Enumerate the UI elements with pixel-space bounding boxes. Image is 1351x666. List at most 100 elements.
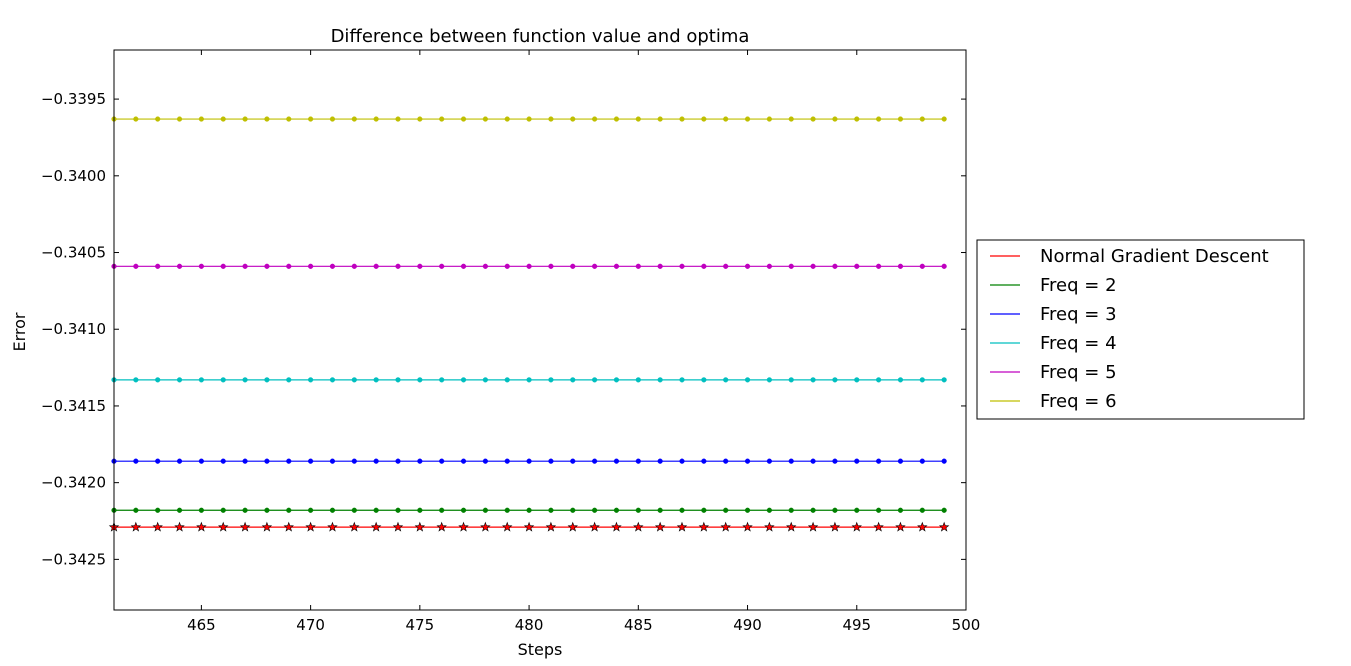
y-tick-label: −0.3395 xyxy=(41,90,106,108)
data-point-freq-6 xyxy=(548,116,554,122)
data-point-normal-gradient-descent xyxy=(480,521,491,532)
data-point-freq-4 xyxy=(897,377,904,383)
legend-label-freq-6: Freq = 6 xyxy=(1040,391,1117,412)
data-point-freq-4 xyxy=(657,377,663,383)
chart-title: Difference between function value and op… xyxy=(331,26,750,47)
data-point-freq-4 xyxy=(876,377,882,383)
data-point-normal-gradient-descent xyxy=(239,521,251,532)
x-tick-label: 495 xyxy=(842,616,871,634)
data-point-freq-6 xyxy=(919,116,925,122)
data-point-freq-4 xyxy=(810,377,816,383)
data-point-freq-3 xyxy=(417,458,423,464)
x-tick-label: 485 xyxy=(624,616,653,634)
data-point-freq-5 xyxy=(351,263,357,269)
data-point-freq-2 xyxy=(329,507,336,513)
data-point-freq-6 xyxy=(526,116,532,122)
data-point-normal-gradient-descent xyxy=(458,521,469,532)
data-point-normal-gradient-descent xyxy=(938,521,950,532)
data-point-freq-3 xyxy=(460,458,467,464)
data-point-freq-6 xyxy=(570,116,576,122)
data-point-freq-6 xyxy=(220,116,226,122)
data-point-freq-5 xyxy=(220,263,226,269)
data-point-freq-2 xyxy=(417,507,423,513)
data-point-freq-6 xyxy=(679,116,685,122)
data-point-freq-2 xyxy=(679,507,685,513)
data-point-freq-6 xyxy=(897,116,904,122)
data-point-freq-6 xyxy=(788,116,794,122)
data-point-normal-gradient-descent xyxy=(654,521,666,532)
data-point-freq-3 xyxy=(744,458,751,464)
data-point-normal-gradient-descent xyxy=(698,521,710,532)
data-point-normal-gradient-descent xyxy=(174,521,185,532)
data-point-freq-2 xyxy=(635,507,641,513)
data-point-freq-6 xyxy=(460,116,467,122)
data-point-freq-4 xyxy=(832,377,838,383)
data-point-normal-gradient-descent xyxy=(414,521,426,532)
data-point-freq-2 xyxy=(439,507,445,513)
data-point-freq-5 xyxy=(242,263,248,269)
data-point-normal-gradient-descent xyxy=(720,521,731,532)
data-point-freq-5 xyxy=(526,263,532,269)
data-point-freq-5 xyxy=(482,263,488,269)
data-point-freq-2 xyxy=(810,507,816,513)
data-point-freq-4 xyxy=(788,377,794,383)
data-point-freq-4 xyxy=(701,377,707,383)
data-point-freq-5 xyxy=(788,263,794,269)
data-point-freq-2 xyxy=(744,507,751,513)
data-point-freq-2 xyxy=(155,507,161,513)
data-point-freq-3 xyxy=(876,458,882,464)
data-point-freq-5 xyxy=(657,263,663,269)
data-point-freq-3 xyxy=(919,458,925,464)
data-point-freq-2 xyxy=(701,507,707,513)
data-point-freq-5 xyxy=(613,263,620,269)
data-point-freq-2 xyxy=(723,507,729,513)
data-point-freq-5 xyxy=(854,263,860,269)
data-point-freq-3 xyxy=(155,458,161,464)
data-point-freq-3 xyxy=(788,458,794,464)
data-point-freq-5 xyxy=(919,263,925,269)
data-point-normal-gradient-descent xyxy=(261,521,273,532)
data-point-freq-2 xyxy=(242,507,248,513)
data-point-freq-3 xyxy=(351,458,357,464)
data-point-freq-2 xyxy=(941,507,947,513)
data-point-freq-3 xyxy=(220,458,226,464)
data-point-freq-3 xyxy=(133,458,139,464)
data-point-freq-2 xyxy=(395,507,401,513)
data-point-freq-4 xyxy=(329,377,336,383)
data-point-normal-gradient-descent xyxy=(545,521,557,532)
legend-label-freq-4: Freq = 4 xyxy=(1040,333,1117,354)
data-point-normal-gradient-descent xyxy=(807,521,819,532)
data-point-freq-4 xyxy=(417,377,423,383)
data-point-freq-2 xyxy=(176,507,183,513)
data-point-freq-6 xyxy=(308,116,314,122)
data-point-freq-5 xyxy=(701,263,707,269)
data-point-normal-gradient-descent xyxy=(130,521,142,532)
data-point-normal-gradient-descent xyxy=(502,521,513,532)
data-point-freq-4 xyxy=(264,377,270,383)
data-point-freq-5 xyxy=(635,263,641,269)
data-point-freq-2 xyxy=(198,507,204,513)
data-point-freq-4 xyxy=(198,377,204,383)
data-point-freq-6 xyxy=(613,116,620,122)
data-point-freq-3 xyxy=(723,458,729,464)
data-point-freq-6 xyxy=(766,116,772,122)
data-point-freq-5 xyxy=(133,263,139,269)
data-point-freq-4 xyxy=(526,377,532,383)
data-point-normal-gradient-descent xyxy=(523,521,535,532)
data-point-normal-gradient-descent xyxy=(786,521,797,532)
data-point-freq-5 xyxy=(548,263,554,269)
data-point-freq-6 xyxy=(723,116,729,122)
data-point-freq-5 xyxy=(198,263,204,269)
data-point-normal-gradient-descent xyxy=(676,521,688,532)
data-point-freq-5 xyxy=(329,263,336,269)
data-point-freq-3 xyxy=(176,458,183,464)
legend-label-freq-3: Freq = 3 xyxy=(1040,304,1117,325)
data-point-normal-gradient-descent xyxy=(370,521,382,532)
data-point-freq-2 xyxy=(919,507,925,513)
y-tick-label: −0.3425 xyxy=(41,550,106,568)
data-point-freq-4 xyxy=(220,377,226,383)
x-tick-label: 475 xyxy=(406,616,435,634)
data-point-freq-2 xyxy=(897,507,904,513)
data-point-normal-gradient-descent xyxy=(305,521,316,532)
